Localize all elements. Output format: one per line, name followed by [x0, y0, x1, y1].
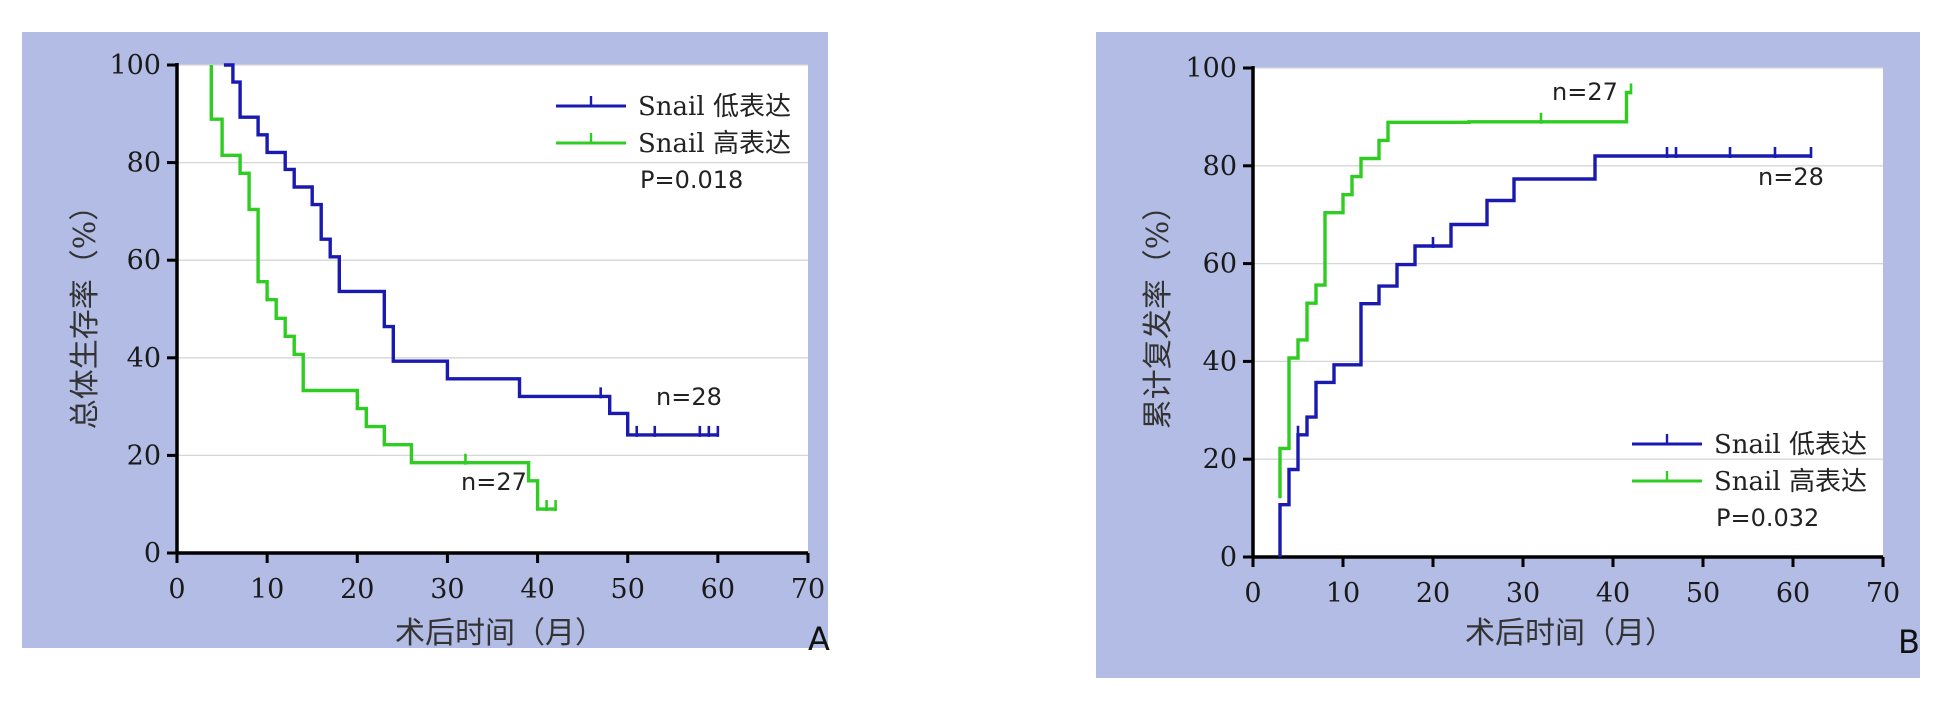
- y-tick-label: 100: [109, 50, 161, 81]
- x-tick-label: 60: [701, 574, 735, 605]
- panel-a: 0 20 40 60 80 100 0 10 20 30 40 50 60 70 术后时间（月） 总体生存率（…: [22, 32, 830, 658]
- n-label-low: n=28: [1758, 163, 1824, 191]
- x-tick-label: 70: [1866, 578, 1900, 609]
- plot-area: [1253, 68, 1883, 557]
- n-label-high: n=27: [461, 468, 527, 496]
- legend-label: Snail 低表达: [638, 92, 791, 122]
- x-tick-label: 20: [1416, 578, 1450, 609]
- y-tick-label: 40: [127, 343, 161, 374]
- y-tick-label: 60: [1203, 249, 1237, 280]
- x-axis-label: 术后时间（月）: [1465, 616, 1675, 651]
- panel-letter: B: [1898, 623, 1920, 661]
- legend-label: Snail 高表达: [1714, 467, 1867, 497]
- x-tick-label: 60: [1776, 578, 1810, 609]
- y-tick-label: 20: [127, 440, 161, 471]
- low-expression-curve: [1278, 154, 1811, 557]
- n-label-high: n=27: [1552, 78, 1618, 106]
- y-tick-label: 80: [1203, 151, 1237, 182]
- legend: Snail 低表达 Snail 高表达 P=0.032: [1632, 430, 1867, 532]
- x-tick-label: 70: [791, 574, 825, 605]
- x-tick-label: 20: [340, 574, 374, 605]
- y-tick-label: 40: [1203, 346, 1237, 377]
- low-expression-curve: [223, 63, 718, 437]
- p-value: P=0.032: [1716, 504, 1819, 532]
- legend-label: Snail 高表达: [638, 129, 791, 159]
- x-tick-label: 40: [520, 574, 554, 605]
- x-tick-label: 30: [430, 574, 464, 605]
- p-value: P=0.018: [640, 166, 743, 194]
- legend: Snail 低表达 Snail 高表达 P=0.018: [556, 92, 791, 194]
- high-expression-curve: [1278, 90, 1631, 499]
- x-tick-label: 10: [1326, 578, 1360, 609]
- x-tick-label: 50: [1686, 578, 1720, 609]
- plot-area: [177, 65, 808, 553]
- y-axis-label: 总体生存率（%）: [68, 191, 103, 430]
- n-label-low: n=28: [656, 383, 722, 411]
- y-tick-label: 100: [1185, 53, 1237, 84]
- legend-label: Snail 低表达: [1714, 430, 1867, 460]
- x-tick-label: 10: [250, 574, 284, 605]
- x-tick-label: 0: [168, 574, 185, 605]
- y-tick-label: 0: [1220, 542, 1237, 573]
- y-tick-label: 80: [127, 148, 161, 179]
- x-tick-label: 0: [1244, 578, 1261, 609]
- x-tick-label: 30: [1506, 578, 1540, 609]
- panel-letter: A: [808, 620, 830, 658]
- y-tick-label: 20: [1203, 444, 1237, 475]
- y-axis-label: 累计复发率（%）: [1141, 191, 1176, 430]
- x-tick-label: 50: [611, 574, 645, 605]
- x-axis-label: 术后时间（月）: [395, 616, 605, 651]
- y-tick-label: 60: [127, 245, 161, 276]
- high-expression-curve: [209, 65, 556, 511]
- x-tick-label: 40: [1596, 578, 1630, 609]
- y-tick-label: 0: [144, 538, 161, 569]
- panel-b: 0 20 40 60 80 100 0 10 20 30 40 50 60 70 术后时间（月） 累计复发率（…: [1096, 32, 1920, 678]
